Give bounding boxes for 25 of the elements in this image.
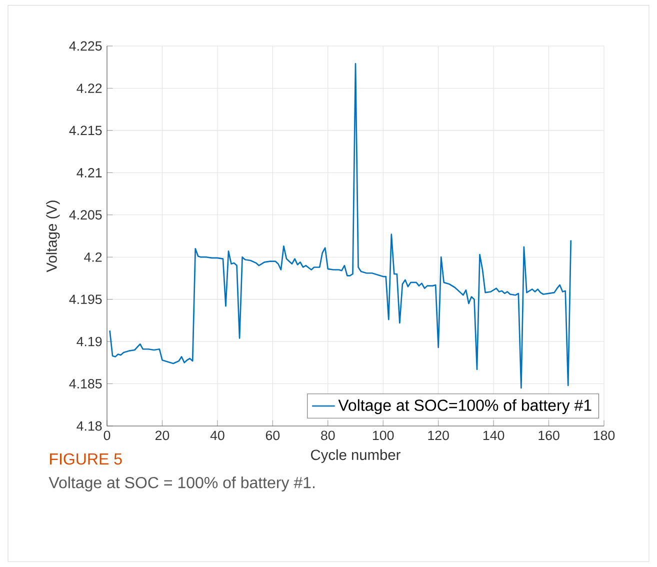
legend-label: Voltage at SOC=100% of battery #1 [338, 399, 592, 414]
y-tick-label: 4.205 [69, 210, 102, 220]
caption: FIGURE 5 [50, 453, 122, 465]
x-tick-label: 180 [594, 430, 615, 440]
x-tick-label: 140 [483, 430, 504, 440]
x-tick-label: 120 [428, 430, 449, 440]
y-tick-label: 4.215 [69, 126, 102, 136]
y-tick-label: 4.2 [84, 252, 102, 262]
x-tick-label: 0 [104, 430, 110, 440]
y-tick-label: 4.185 [69, 379, 102, 388]
y-tick-label: 4.19 [76, 336, 102, 346]
y-tick-label: 4.225 [69, 41, 102, 51]
x-tick-label: 100 [373, 430, 394, 440]
text: Voltage at SOC = 100% of battery #1. [48, 476, 314, 492]
x-tick-label: 160 [538, 430, 560, 440]
y-tick-label: 4.22 [76, 84, 102, 93]
y-tick-label: 4.195 [69, 294, 102, 304]
x-tick-label: 60 [266, 430, 280, 440]
y-tick-label: 4.21 [76, 168, 102, 178]
y-tick-label: 4.18 [76, 421, 102, 431]
y-axis-title: Voltage (V) [46, 200, 60, 272]
x-axis-title: Cycle number [311, 449, 400, 463]
x-tick-label: 40 [210, 430, 224, 440]
x-tick-label: 20 [155, 430, 170, 440]
x-tick-label: 80 [321, 430, 335, 440]
